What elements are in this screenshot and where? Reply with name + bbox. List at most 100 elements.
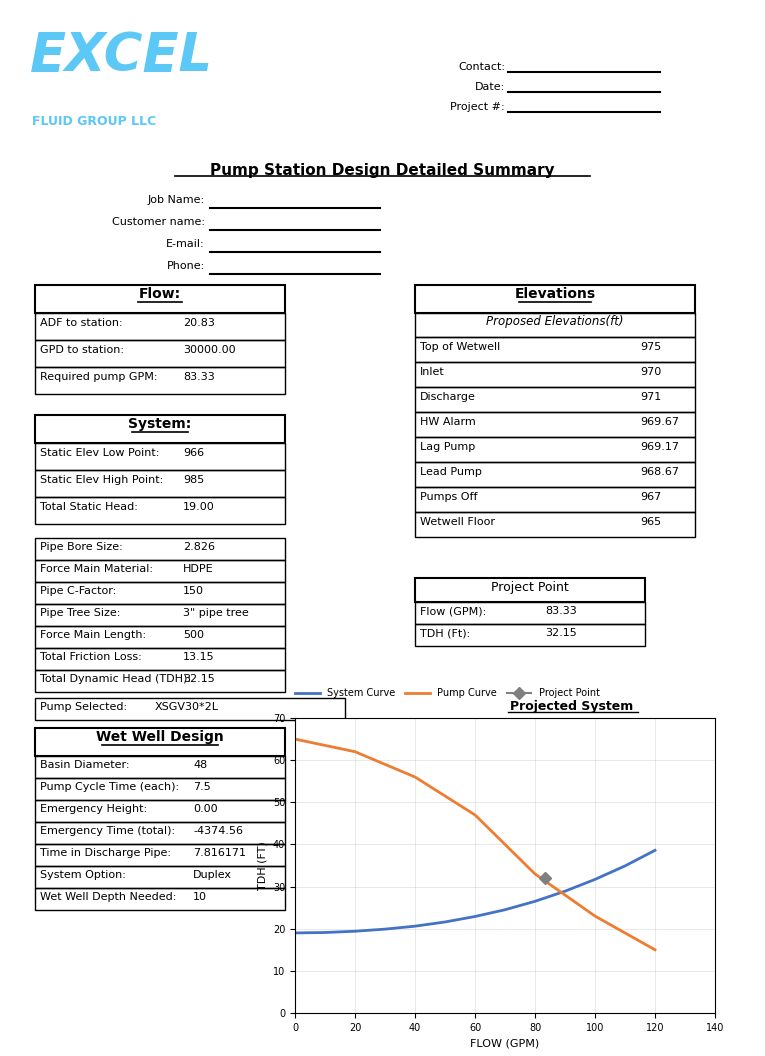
Text: Total Dynamic Head (TDH):: Total Dynamic Head (TDH): bbox=[40, 674, 191, 684]
Text: ADF to station:: ADF to station: bbox=[40, 318, 122, 328]
Text: Job Name:: Job Name: bbox=[148, 195, 205, 205]
Text: 975: 975 bbox=[640, 342, 661, 352]
Text: Pumps Off: Pumps Off bbox=[420, 492, 477, 502]
Text: Flow:: Flow: bbox=[139, 287, 181, 301]
System Curve bbox=[591, 873, 600, 886]
System Curve bbox=[441, 916, 450, 928]
Bar bbox=[35, 866, 285, 888]
Text: Wetwell Floor: Wetwell Floor bbox=[420, 517, 495, 527]
Y-axis label: TDH (FT): TDH (FT) bbox=[257, 842, 267, 890]
Text: 10: 10 bbox=[193, 892, 207, 902]
Text: 966: 966 bbox=[183, 448, 204, 458]
Text: Force Main Material:: Force Main Material: bbox=[40, 564, 153, 574]
Text: Static Elev High Point:: Static Elev High Point: bbox=[40, 475, 163, 485]
Text: Contact:: Contact: bbox=[458, 62, 505, 72]
Text: XSGV30*2L: XSGV30*2L bbox=[155, 702, 219, 712]
Text: System Option:: System Option: bbox=[40, 870, 126, 880]
Text: Wet Well Depth Needed:: Wet Well Depth Needed: bbox=[40, 892, 177, 902]
Bar bbox=[35, 313, 285, 340]
Text: EXCEL: EXCEL bbox=[30, 30, 213, 82]
Bar bbox=[415, 437, 695, 463]
System Curve bbox=[650, 844, 659, 856]
System Curve bbox=[530, 895, 539, 908]
Text: 969.67: 969.67 bbox=[640, 417, 679, 427]
Text: 32.15: 32.15 bbox=[183, 674, 215, 684]
Text: Flow (GPM):: Flow (GPM): bbox=[420, 606, 487, 616]
Text: Force Main Length:: Force Main Length: bbox=[40, 630, 146, 640]
Text: Required pump GPM:: Required pump GPM: bbox=[40, 372, 158, 382]
System Curve bbox=[620, 860, 630, 872]
Pump Curve bbox=[291, 733, 300, 746]
Text: 500: 500 bbox=[183, 630, 204, 640]
Text: Pump Station Design Detailed Summary: Pump Station Design Detailed Summary bbox=[210, 163, 555, 178]
Pump Curve bbox=[350, 746, 360, 758]
System Curve bbox=[321, 926, 330, 939]
Text: Pipe Bore Size:: Pipe Bore Size: bbox=[40, 542, 122, 552]
Text: 965: 965 bbox=[640, 517, 661, 527]
Bar bbox=[35, 778, 285, 800]
System Curve bbox=[350, 925, 360, 938]
Text: 32.15: 32.15 bbox=[545, 628, 577, 638]
Text: HDPE: HDPE bbox=[183, 564, 213, 574]
Bar bbox=[35, 800, 285, 822]
Bar bbox=[35, 497, 285, 524]
Text: TDH (Ft):: TDH (Ft): bbox=[420, 628, 470, 638]
Legend: System Curve, Pump Curve, Project Point: System Curve, Pump Curve, Project Point bbox=[291, 684, 604, 702]
System Curve bbox=[380, 923, 389, 936]
System Curve bbox=[291, 926, 300, 939]
Bar bbox=[35, 470, 285, 497]
Text: Elevations: Elevations bbox=[514, 287, 596, 301]
Text: 0.00: 0.00 bbox=[193, 804, 217, 814]
Text: Pipe C-Factor:: Pipe C-Factor: bbox=[40, 586, 116, 596]
Text: FLUID GROUP LLC: FLUID GROUP LLC bbox=[32, 115, 156, 128]
Text: E-mail:: E-mail: bbox=[166, 239, 205, 249]
Text: Pump Cycle Time (each):: Pump Cycle Time (each): bbox=[40, 782, 179, 792]
Text: Wet Well Design: Wet Well Design bbox=[96, 730, 224, 744]
Text: Lead Pump: Lead Pump bbox=[420, 467, 482, 477]
Text: 7.816171: 7.816171 bbox=[193, 848, 246, 857]
System Curve bbox=[470, 910, 480, 923]
Text: 83.33: 83.33 bbox=[545, 606, 577, 616]
Text: 150: 150 bbox=[183, 586, 204, 596]
Text: Inlet: Inlet bbox=[420, 367, 444, 377]
Bar bbox=[35, 560, 285, 582]
Bar bbox=[35, 626, 285, 648]
Text: HW Alarm: HW Alarm bbox=[420, 417, 476, 427]
Text: 7.5: 7.5 bbox=[193, 782, 210, 792]
Text: Project Point: Project Point bbox=[491, 581, 569, 593]
Bar bbox=[415, 412, 695, 437]
Bar bbox=[415, 463, 695, 487]
Bar bbox=[415, 285, 695, 313]
Bar bbox=[415, 578, 645, 602]
Pump Curve bbox=[591, 909, 600, 922]
Bar bbox=[35, 648, 285, 670]
System Curve bbox=[561, 885, 570, 898]
Text: GPD to station:: GPD to station: bbox=[40, 345, 124, 355]
Text: Date:: Date: bbox=[475, 82, 505, 92]
Bar bbox=[415, 512, 695, 538]
Bar bbox=[415, 624, 645, 646]
Bar bbox=[415, 337, 695, 362]
Text: 30000.00: 30000.00 bbox=[183, 345, 236, 355]
System Curve bbox=[410, 920, 419, 932]
Text: System:: System: bbox=[129, 417, 191, 431]
Text: 20.83: 20.83 bbox=[183, 318, 215, 328]
Text: 967: 967 bbox=[640, 492, 661, 502]
Bar bbox=[35, 888, 285, 910]
Text: Project #:: Project #: bbox=[451, 102, 505, 112]
Bar bbox=[415, 487, 695, 512]
Text: 83.33: 83.33 bbox=[183, 372, 215, 382]
X-axis label: FLOW (GPM): FLOW (GPM) bbox=[470, 1038, 539, 1049]
Pump Curve bbox=[530, 868, 539, 881]
Text: Time in Discharge Pipe:: Time in Discharge Pipe: bbox=[40, 848, 171, 857]
Text: 971: 971 bbox=[640, 392, 661, 402]
Text: Basin Diameter:: Basin Diameter: bbox=[40, 760, 129, 770]
Pump Curve bbox=[470, 809, 480, 822]
System Curve bbox=[500, 904, 509, 917]
Text: Proposed Elevations(ft): Proposed Elevations(ft) bbox=[487, 315, 623, 328]
Text: Static Elev Low Point:: Static Elev Low Point: bbox=[40, 448, 159, 458]
Bar bbox=[415, 362, 695, 386]
Bar bbox=[35, 285, 285, 313]
Text: Total Friction Loss:: Total Friction Loss: bbox=[40, 652, 142, 662]
Bar bbox=[35, 415, 285, 444]
